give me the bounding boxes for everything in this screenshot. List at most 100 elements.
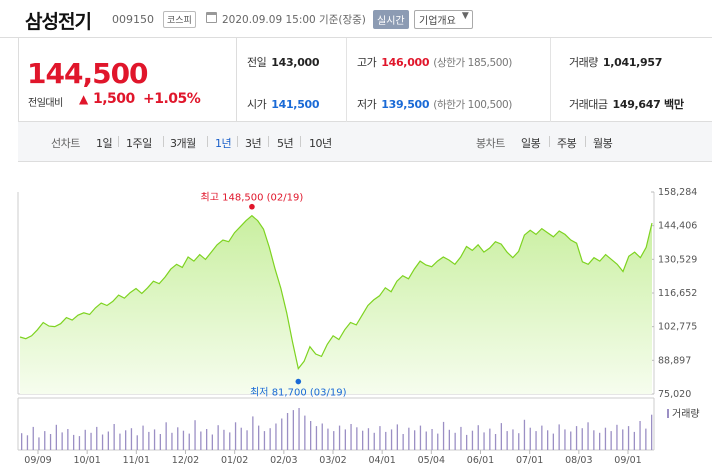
volume-bar [385,431,387,450]
stat-label: 거래대금 [569,98,608,111]
volume-bar [442,421,445,450]
x-tick-label: 04/01 [368,455,395,466]
volume-bar [269,428,271,450]
candle-weekly[interactable]: 주봉 [557,137,577,150]
volume-bar [552,433,554,450]
volume-bar [547,430,549,450]
candle-monthly[interactable]: 월봉 [593,137,613,150]
volume-bar [448,429,450,450]
volume-bar [408,427,410,450]
x-tick-label: 09/01 [614,455,641,466]
volume-bar [593,430,595,450]
volume-bar [142,425,144,450]
period-5y[interactable]: 5년 [277,137,294,150]
volume-bar [263,431,266,450]
volume-bar [599,432,601,450]
company-info-label: 기업개요 [419,16,456,27]
period-3y[interactable]: 3년 [245,137,262,150]
stock-name: 삼성전기 [25,11,92,33]
volume-bar [425,431,427,450]
quote-panel: 144,500 전일대비 ▲ 1,500 +1.05% 전일 143,000 시가… [18,38,712,122]
x-tick-label: 01/02 [221,455,248,466]
volume-bar [616,424,618,450]
volume-bar [396,424,398,450]
volume-bar [125,430,127,450]
volume-bar [211,434,213,450]
volume-bar [38,437,40,450]
current-price: 144,500 [27,57,149,90]
volume-bar [49,434,52,450]
volume-bar [627,426,630,450]
volume-bar [529,427,531,450]
separator [268,136,269,147]
quote-datetime: 2020.09.09 15:00 기준(장중) [222,14,366,26]
stat-value: 139,500 [381,98,430,111]
volume-bar [101,434,104,450]
volume-bar [477,425,479,450]
volume-bar [252,416,254,450]
stat-value: 141,500 [271,98,320,111]
y-tick-label: 116,652 [658,288,697,299]
volume-bar [460,426,462,450]
volume-bar [518,433,520,450]
period-1d[interactable]: 1일 [96,137,113,150]
volume-bar [500,423,502,450]
x-tick-label: 09/09 [24,455,51,466]
low-annotation: 최저 81,700 (03/19) [250,387,346,399]
x-tick-label: 10/01 [73,455,100,466]
stock-code: 009150 [112,13,154,26]
x-tick-label: 11/01 [123,455,150,466]
period-10y[interactable]: 10년 [309,137,332,150]
volume-bar [44,431,46,450]
price-line [19,214,653,370]
live-button[interactable]: 실시간 [373,10,409,29]
volume-bar [610,431,612,450]
volume-bar [431,429,433,450]
volume-bar [90,432,92,450]
volume-legend-swatch [667,409,669,418]
volume-bar [344,429,346,450]
volume-bar [182,430,185,450]
stat-prev-close: 전일 143,000 [247,54,320,70]
company-info-dropdown[interactable]: 기업개요 ▼ [414,10,473,29]
price-chart-svg: 158,284 144,406 130,529 116,652 102,775 88,89… [17,187,700,466]
lower-limit: (하한가 100,500) [433,99,512,111]
volume-bar [581,428,583,450]
volume-bar [651,414,653,450]
y-tick-label: 75,020 [658,389,691,400]
period-3m[interactable]: 3개월 [170,137,196,150]
stat-label: 전일 [247,56,267,69]
separator [207,136,208,147]
volume-bar [78,436,81,450]
change-value: 1,500 [93,91,135,107]
separator [118,136,119,147]
stat-low: 저가 139,500 (하한가 100,500) [357,96,512,112]
volume-bar [194,420,196,450]
period-1w[interactable]: 1주일 [126,137,152,150]
volume-bar [234,422,237,450]
volume-bar [177,427,179,450]
stat-open: 시가 141,500 [247,96,320,112]
volume-bar [223,429,225,450]
market-badge: 코스피 [163,11,196,28]
volume-bar [275,423,277,450]
volume-bar [494,434,497,450]
volume-bar [541,425,543,450]
candle-daily[interactable]: 일봉 [521,137,541,150]
stat-label: 시가 [247,98,267,111]
volume-bar [21,433,23,450]
x-tick-label: 06/01 [467,455,494,466]
volume-bar [390,429,393,450]
volume-legend: 거래량 [672,408,700,420]
stat-value: 143,000 [271,56,320,69]
volume-bar [587,422,589,450]
calendar-icon [206,12,217,23]
volume-bar [130,428,133,450]
candle-chart-label: 봉차트 [476,137,505,150]
price-chart[interactable]: 158,284 144,406 130,529 116,652 102,775 88,89… [0,162,712,476]
volume-bar [84,429,86,450]
stat-value: 149,647 백만 [612,98,684,111]
volume-bar [604,427,607,450]
period-1y[interactable]: 1년 [215,137,232,150]
separator [585,136,586,147]
